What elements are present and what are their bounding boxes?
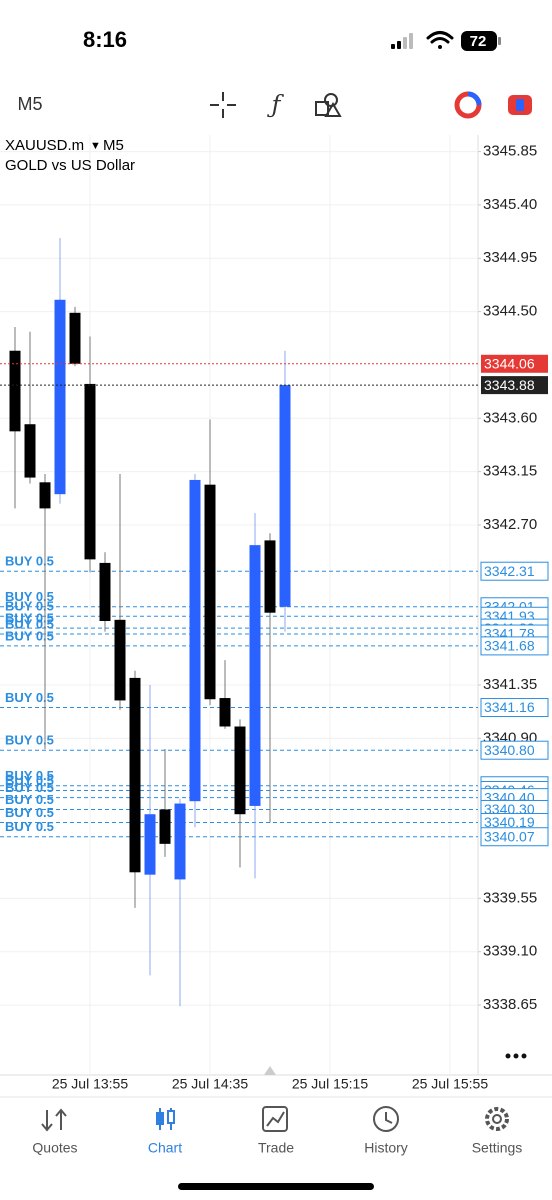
order-price-tag <box>480 561 549 581</box>
y-tick-label: 3341.35 <box>483 676 537 693</box>
y-tick-label: 3339.10 <box>483 943 537 960</box>
battery-level: 72 <box>470 33 487 50</box>
candle-body <box>39 482 51 509</box>
signal-icon <box>391 33 413 49</box>
order-label: BUY 0.5 <box>5 599 54 614</box>
candle-body <box>99 562 111 622</box>
order-price-label: 3340.07 <box>484 828 535 844</box>
order-label: BUY 0.5 <box>5 554 54 569</box>
tab-label[interactable]: Quotes <box>32 1140 77 1156</box>
account-icon[interactable] <box>454 91 482 119</box>
trade-icon[interactable] <box>508 95 532 115</box>
chart-timeframe: M5 <box>103 137 124 154</box>
battery-tip <box>498 37 501 45</box>
crosshair-button[interactable] <box>210 92 236 118</box>
candle-body <box>159 809 171 844</box>
candle-body <box>24 424 36 478</box>
chart-subtitle: GOLD vs US Dollar <box>5 157 135 174</box>
order-price-label: 3340.19 <box>484 814 535 830</box>
y-tick-label: 3343.15 <box>483 463 537 480</box>
status-time: 8:16 <box>83 27 127 52</box>
battery-icon <box>461 31 497 51</box>
chart-icon[interactable] <box>156 1108 175 1130</box>
wifi-icon <box>426 31 454 49</box>
order-label: BUY 0.5 <box>5 616 54 631</box>
objects-button[interactable] <box>315 93 342 117</box>
candle-body <box>129 677 141 873</box>
settings-icon[interactable] <box>485 1107 509 1131</box>
candle-body <box>249 545 261 806</box>
candle-body <box>204 484 216 700</box>
order-price-tag <box>480 636 549 656</box>
order-price-label: 3341.16 <box>484 699 535 715</box>
tab-label[interactable]: Settings <box>472 1140 523 1156</box>
symbol-dropdown[interactable]: ▼ <box>90 140 101 152</box>
y-tick-label: 3344.95 <box>483 249 537 266</box>
y-tick-label: 3343.60 <box>483 409 537 426</box>
order-label: BUY 0.5 <box>5 733 54 748</box>
order-label: BUY 0.5 <box>5 773 54 788</box>
candle-body <box>264 540 276 613</box>
order-label: BUY 0.5 <box>5 611 54 626</box>
price-tag-label: 3344.06 <box>484 355 535 371</box>
indicators-button[interactable]: ƒ <box>267 91 285 119</box>
price-tag <box>481 376 548 395</box>
x-tick-label: 25 Jul 15:15 <box>292 1076 368 1092</box>
tab-label[interactable]: Trade <box>258 1140 294 1156</box>
order-label: BUY 0.5 <box>5 805 54 820</box>
chart-symbol: XAUUSD.m <box>5 137 84 154</box>
x-tick-label: 25 Jul 15:55 <box>412 1076 488 1092</box>
order-label: BUY 0.5 <box>5 819 54 834</box>
quotes-icon[interactable] <box>41 1108 67 1132</box>
candle-body <box>144 814 156 875</box>
y-tick-label: 3345.40 <box>483 196 537 213</box>
candle-body <box>219 698 231 727</box>
y-tick-label: 3345.85 <box>483 143 537 160</box>
candle-body <box>54 299 66 495</box>
timeframe-button[interactable]: M5 <box>17 94 42 114</box>
tab-label[interactable]: History <box>364 1140 408 1156</box>
order-price-tag <box>480 827 549 847</box>
scroll-marker <box>264 1066 276 1075</box>
order-price-label: 3340.80 <box>484 742 535 758</box>
order-label: BUY 0.5 <box>5 628 54 643</box>
candle-body <box>279 385 291 607</box>
order-price-label: 3341.68 <box>484 638 535 654</box>
x-tick-label: 25 Jul 13:55 <box>52 1076 128 1092</box>
home-indicator <box>178 1183 374 1190</box>
order-price-tag <box>480 740 549 760</box>
candle-body <box>114 619 126 701</box>
order-label: BUY 0.5 <box>5 690 54 705</box>
trade-tab-icon[interactable] <box>262 1106 288 1132</box>
y-tick-label: 3342.70 <box>483 516 537 533</box>
candle-body <box>84 383 96 560</box>
order-label: BUY 0.5 <box>5 768 54 783</box>
chart: 3345.85 3345.40 3344.95 3344.50 3343.60 3343.… <box>0 135 552 1092</box>
candle-body <box>69 312 81 364</box>
y-tick-label: 3338.65 <box>483 996 537 1013</box>
y-tick-label: 3344.50 <box>483 303 537 320</box>
order-price-label: 3342.31 <box>484 563 535 579</box>
x-tick-label: 25 Jul 14:35 <box>172 1076 248 1092</box>
price-tag-label: 3343.88 <box>484 377 535 393</box>
price-tag <box>481 354 548 373</box>
tab-label[interactable]: Chart <box>148 1140 182 1156</box>
candle-body <box>9 350 21 432</box>
candle-body <box>189 479 201 802</box>
history-icon[interactable] <box>373 1106 399 1132</box>
y-tick-label: 3339.55 <box>483 889 537 906</box>
more-button[interactable] <box>505 1053 527 1059</box>
order-price-tag <box>480 698 549 718</box>
candle-body <box>174 803 186 880</box>
order-label: BUY 0.5 <box>5 792 54 807</box>
candle-body <box>234 726 246 815</box>
order-label: BUY 0.5 <box>5 589 54 604</box>
order-label: BUY 0.5 <box>5 780 54 795</box>
